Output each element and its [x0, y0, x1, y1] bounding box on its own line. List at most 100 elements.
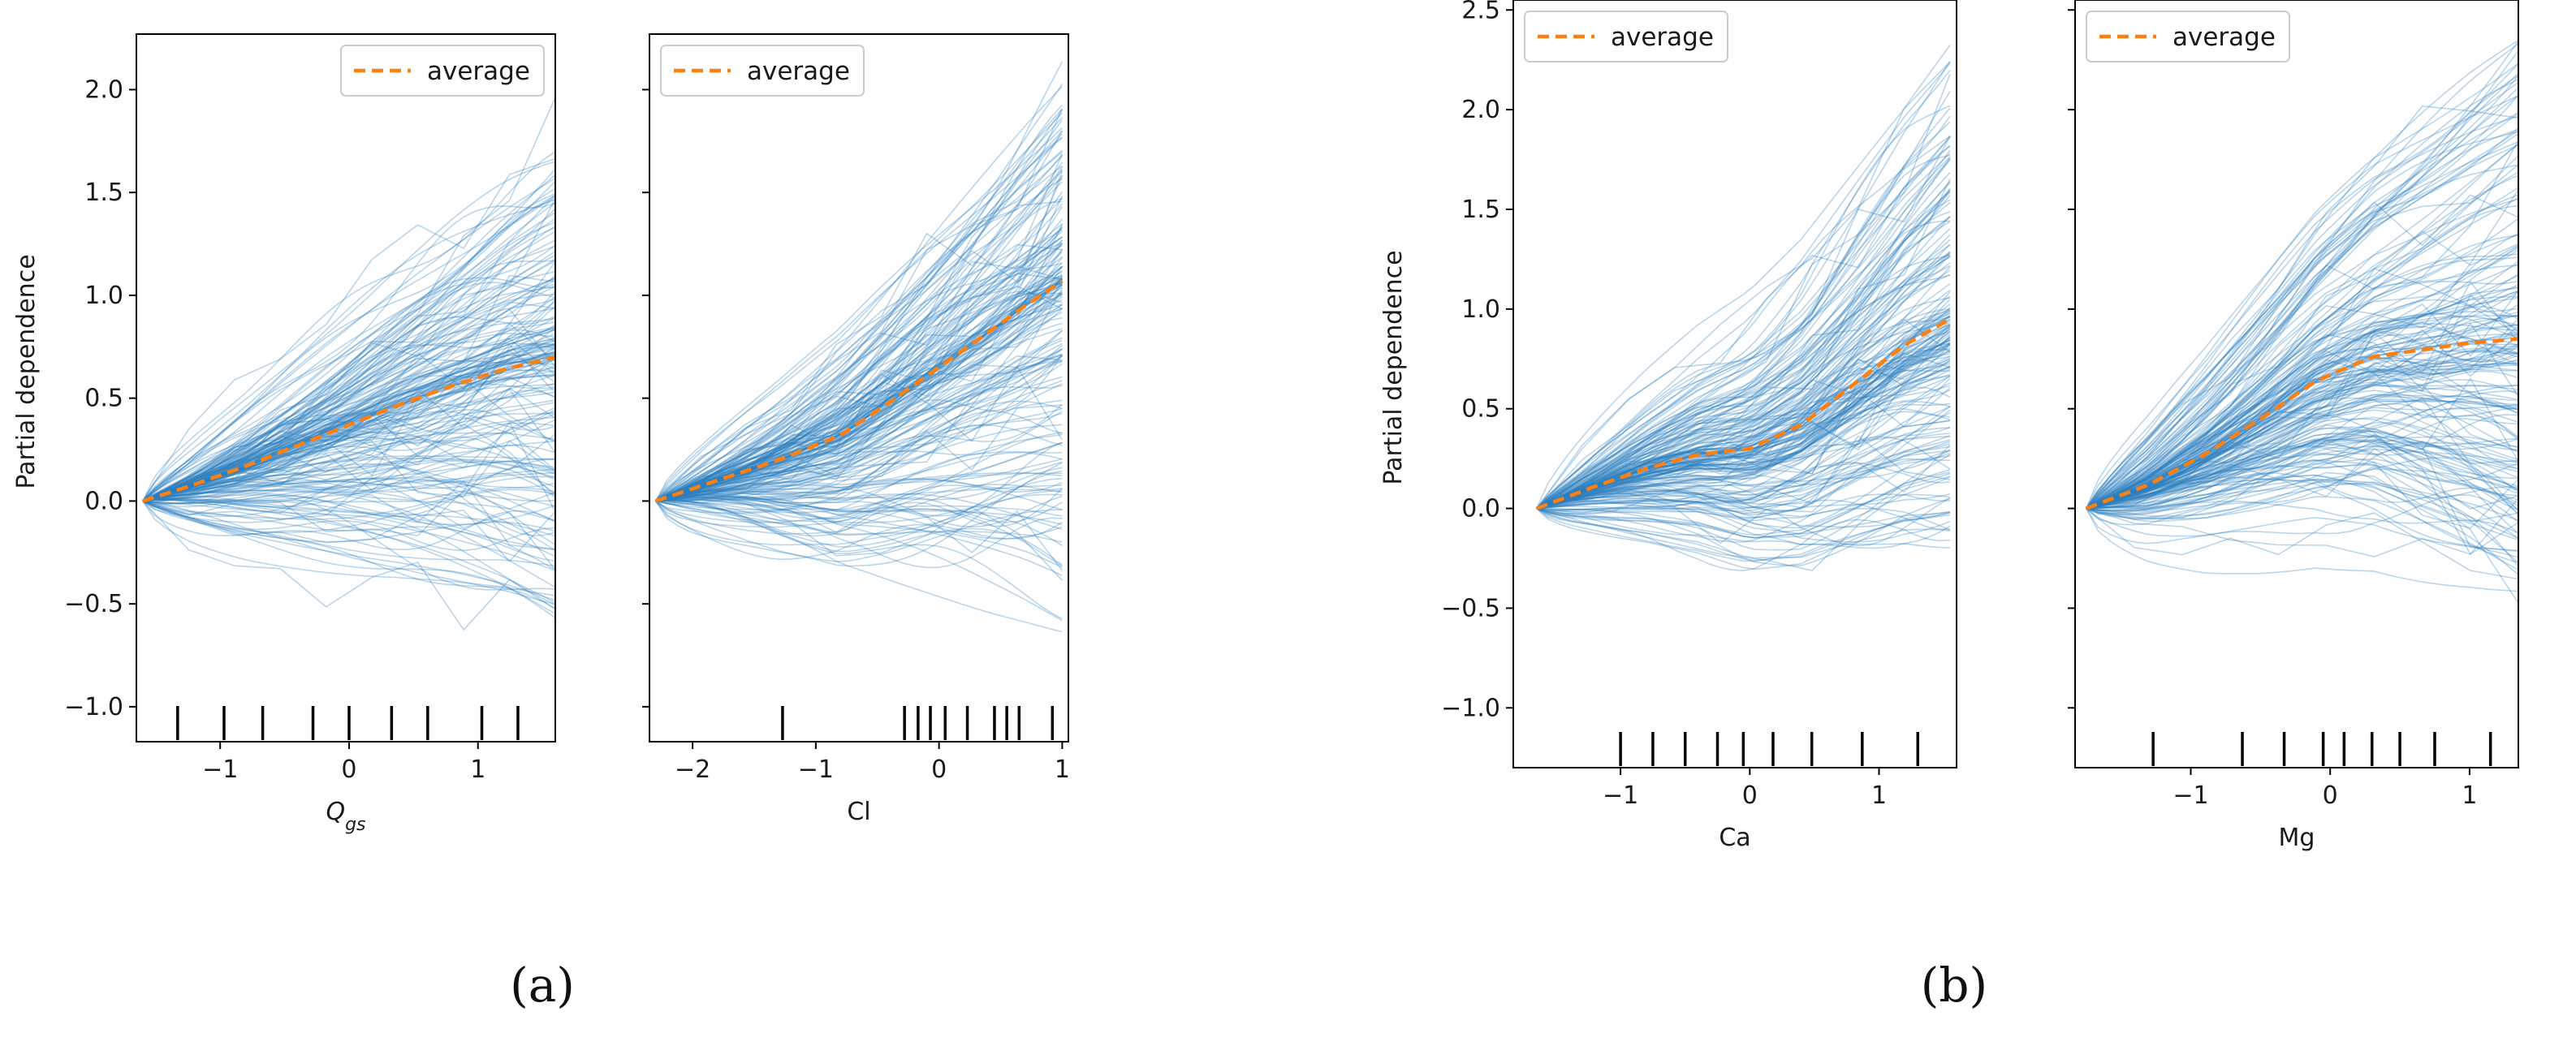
ice-curve	[655, 130, 1064, 502]
ice-curve	[142, 321, 555, 502]
ice-curve	[655, 131, 1063, 502]
ice-curve	[655, 478, 1063, 502]
ice-curve	[1536, 195, 1951, 510]
ice-curve	[142, 278, 555, 502]
ice-curve	[655, 282, 1064, 502]
ice-curve	[1536, 179, 1951, 510]
x-tick-label: −1	[2173, 781, 2208, 810]
ice-curve	[2086, 496, 2518, 570]
ice-curve	[655, 477, 1063, 548]
ice-curve	[2086, 127, 2518, 510]
ice-curve	[2086, 440, 2518, 514]
ice-curve	[1536, 493, 1951, 543]
ice-curve	[2086, 452, 2518, 510]
ice-curve	[142, 409, 555, 503]
ice-curve	[1536, 154, 1951, 510]
axes-frame	[2074, 0, 2519, 768]
ice-curve	[655, 174, 1064, 502]
ice-curve	[2086, 130, 2518, 510]
ice-curve	[2086, 379, 2518, 510]
ice-curve	[655, 153, 1064, 502]
ice-curve	[1536, 180, 1951, 510]
x-tick-label: 1	[470, 755, 485, 784]
ice-curve	[142, 217, 555, 502]
ice-curve	[655, 360, 1063, 502]
ice-curve	[655, 399, 1063, 502]
ice-curve	[2086, 507, 2518, 580]
ice-curve	[142, 97, 555, 502]
ice-curve	[1536, 506, 1951, 531]
ice-curve	[2086, 342, 2518, 510]
ice-curve	[655, 461, 1063, 535]
ice-curve	[655, 243, 1063, 502]
ice-curve	[1536, 149, 1951, 510]
ice-curves	[1535, 45, 1951, 572]
ice-curve	[142, 329, 555, 502]
ice-curve	[1536, 439, 1951, 510]
ice-curve	[1536, 489, 1951, 518]
ice-curve	[142, 168, 555, 502]
ice-curve	[1536, 105, 1951, 510]
ice-curve	[1536, 45, 1951, 510]
x-tick-label: 0	[2323, 781, 2338, 810]
ice-curve	[142, 315, 555, 501]
ice-curve	[2086, 458, 2518, 510]
ice-curve	[2086, 204, 2518, 510]
ice-curves	[2085, 40, 2518, 604]
ice-curve	[655, 195, 1064, 502]
ice-curve	[1536, 476, 1951, 571]
y-axis-label: Partial dependence	[1379, 250, 1408, 484]
ice-curve	[1536, 450, 1951, 510]
ice-curve	[655, 61, 1064, 502]
ice-curve	[2086, 500, 2518, 534]
ice-curve	[142, 500, 555, 526]
ice-curve	[1536, 299, 1951, 510]
ice-curve	[142, 413, 555, 502]
ice-curve	[142, 325, 555, 502]
ice-curve	[655, 433, 1063, 504]
ice-curve	[655, 347, 1063, 502]
axes-frame	[136, 33, 556, 743]
ice-curve	[655, 303, 1063, 502]
ice-curve	[655, 191, 1064, 502]
ice-curve	[1536, 256, 1951, 510]
ice-curve	[655, 165, 1063, 501]
axes-frame	[1512, 0, 1957, 768]
x-tick-label: 0	[341, 755, 356, 784]
ice-curve	[2086, 443, 2518, 526]
ice-curve	[1536, 266, 1951, 510]
ice-curve	[1536, 454, 1951, 551]
ice-curve	[655, 496, 1063, 517]
ice-curve	[2086, 359, 2518, 510]
ice-curve	[142, 432, 555, 502]
ice-curve	[2086, 189, 2518, 510]
ice-curve	[655, 203, 1064, 502]
ice-curve	[1536, 321, 1951, 510]
ice-curve	[2086, 398, 2518, 514]
ice-curve	[1536, 274, 1951, 510]
ice-curve	[1536, 499, 1951, 532]
ice-curve	[1536, 390, 1951, 510]
ice-curve	[2086, 441, 2518, 512]
ice-curve	[655, 441, 1063, 523]
ice-curve	[655, 400, 1063, 502]
ice-curve	[2086, 303, 2518, 510]
ice-curve	[655, 484, 1063, 528]
ice-curve	[1536, 375, 1951, 510]
ice-curve	[655, 274, 1063, 502]
ice-curve	[2086, 494, 2518, 545]
ice-curve	[655, 489, 1063, 536]
ice-curve	[1536, 382, 1951, 513]
ice-curve	[655, 342, 1063, 502]
x-tick-label: 1	[1871, 781, 1887, 810]
ice-curve	[655, 261, 1063, 502]
ice-curve	[655, 308, 1063, 502]
ice-curve	[142, 402, 555, 502]
ice-curve	[2086, 323, 2518, 510]
ice-curve	[2086, 290, 2518, 510]
ice-curve	[1536, 269, 1951, 510]
ice-curve	[2086, 414, 2518, 510]
x-axis-label: Mg	[2279, 824, 2315, 852]
ice-curve	[655, 181, 1063, 502]
ice-curve	[655, 329, 1063, 502]
